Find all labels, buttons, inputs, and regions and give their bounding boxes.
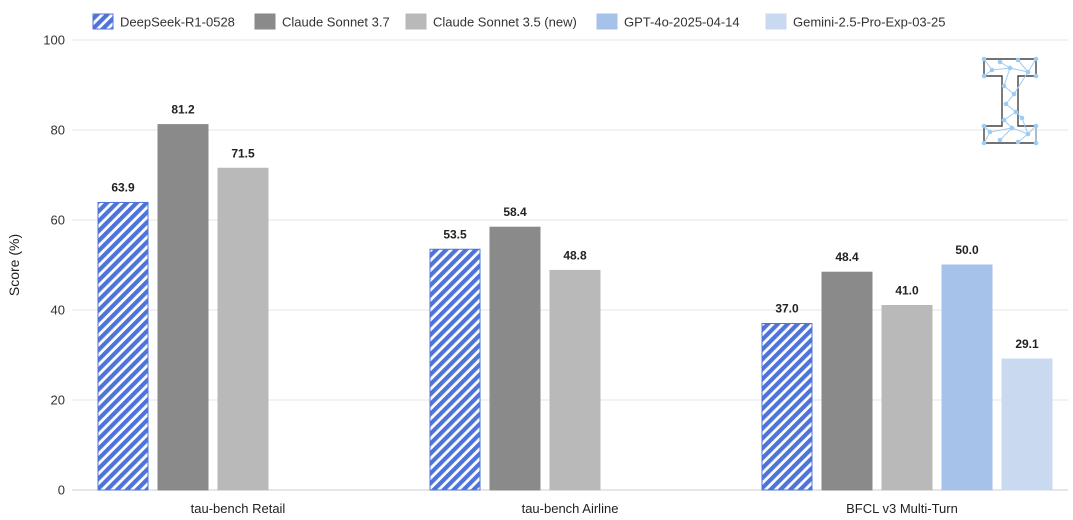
- logo-edge: [1017, 59, 1029, 73]
- bar-1-0: [429, 248, 481, 491]
- data-label: 53.5: [443, 227, 467, 241]
- logo-edge: [1003, 67, 1011, 87]
- bar-0-0: [97, 201, 149, 491]
- logo-node: [987, 129, 993, 135]
- bar-2-2: [881, 305, 933, 491]
- bar-0-1: [157, 124, 209, 491]
- logo-node: [1033, 123, 1039, 129]
- logo-edge: [1009, 67, 1029, 73]
- legend-label: GPT-4o-2025-04-14: [624, 15, 740, 30]
- legend-swatch: [254, 13, 276, 30]
- y-tick-label: 100: [43, 33, 65, 48]
- logo-edge: [991, 67, 1011, 71]
- legend-label: Gemini-2.5-Pro-Exp-03-25: [793, 15, 945, 30]
- data-label: 41.0: [895, 284, 919, 298]
- logo-node: [1011, 91, 1017, 97]
- category-label: tau-bench Retail: [191, 501, 286, 516]
- data-label: 58.4: [503, 205, 527, 219]
- y-tick-label: 80: [51, 123, 65, 138]
- logo-node: [981, 56, 987, 62]
- category-label: BFCL v3 Multi-Turn: [846, 501, 958, 516]
- data-label: 71.5: [231, 146, 255, 160]
- bar-2-4: [1001, 358, 1053, 491]
- legend-label: Claude Sonnet 3.7: [282, 15, 390, 30]
- data-label: 50.0: [955, 243, 979, 257]
- data-label: 63.9: [111, 180, 135, 194]
- logo-node: [1013, 109, 1019, 115]
- logo-node: [1025, 131, 1031, 137]
- logo-node: [1033, 73, 1039, 79]
- logo-edge: [1027, 58, 1037, 73]
- logo-edge: [1003, 111, 1017, 121]
- logo-node: [1033, 140, 1039, 146]
- logo-node: [997, 59, 1003, 65]
- logo-edge: [989, 127, 1013, 133]
- logo-node: [1001, 117, 1007, 123]
- bar-1-2: [549, 269, 601, 491]
- data-label: 29.1: [1015, 337, 1039, 351]
- legend-swatch: [92, 13, 114, 30]
- logo-edge: [999, 127, 1013, 141]
- logo-node: [1015, 57, 1021, 63]
- legend-label: DeepSeek-R1-0528: [120, 15, 235, 30]
- y-tick-label: 40: [51, 303, 65, 318]
- logo-node: [1015, 139, 1021, 145]
- logo-node: [1025, 69, 1031, 75]
- bar-0-2: [217, 167, 269, 491]
- bar-2-3: [941, 264, 993, 491]
- data-label: 81.2: [171, 103, 195, 117]
- logo-node: [1019, 115, 1025, 121]
- logo-node: [989, 67, 995, 73]
- legend-swatch: [405, 13, 427, 30]
- data-label: 37.0: [775, 302, 799, 316]
- data-label: 48.8: [563, 248, 587, 262]
- bar-1-1: [489, 226, 541, 491]
- logo-node: [981, 123, 987, 129]
- logo-node: [1007, 65, 1013, 71]
- logo-node: [1009, 125, 1015, 131]
- y-axis-title: Score (%): [6, 234, 22, 296]
- network-i-logo-icon: [981, 56, 1039, 146]
- legend-swatch: [765, 13, 787, 30]
- logo-node: [1033, 56, 1039, 62]
- category-label: tau-bench Airline: [522, 501, 619, 516]
- logo-edge: [1013, 71, 1029, 95]
- logo-node: [981, 73, 987, 79]
- y-tick-label: 20: [51, 393, 65, 408]
- logo-node: [997, 137, 1003, 143]
- legend-swatch: [596, 13, 618, 30]
- y-tick-label: 0: [58, 483, 65, 498]
- logo-edge: [1011, 127, 1029, 135]
- logo-node: [1001, 83, 1007, 89]
- logo-edge: [1021, 117, 1029, 135]
- data-label: 48.4: [835, 250, 859, 264]
- y-tick-label: 60: [51, 213, 65, 228]
- bar-2-0: [761, 323, 813, 491]
- logo-node: [1003, 101, 1009, 107]
- bar-2-1: [821, 271, 873, 491]
- legend-label: Claude Sonnet 3.5 (new): [433, 15, 577, 30]
- logo-node: [981, 140, 987, 146]
